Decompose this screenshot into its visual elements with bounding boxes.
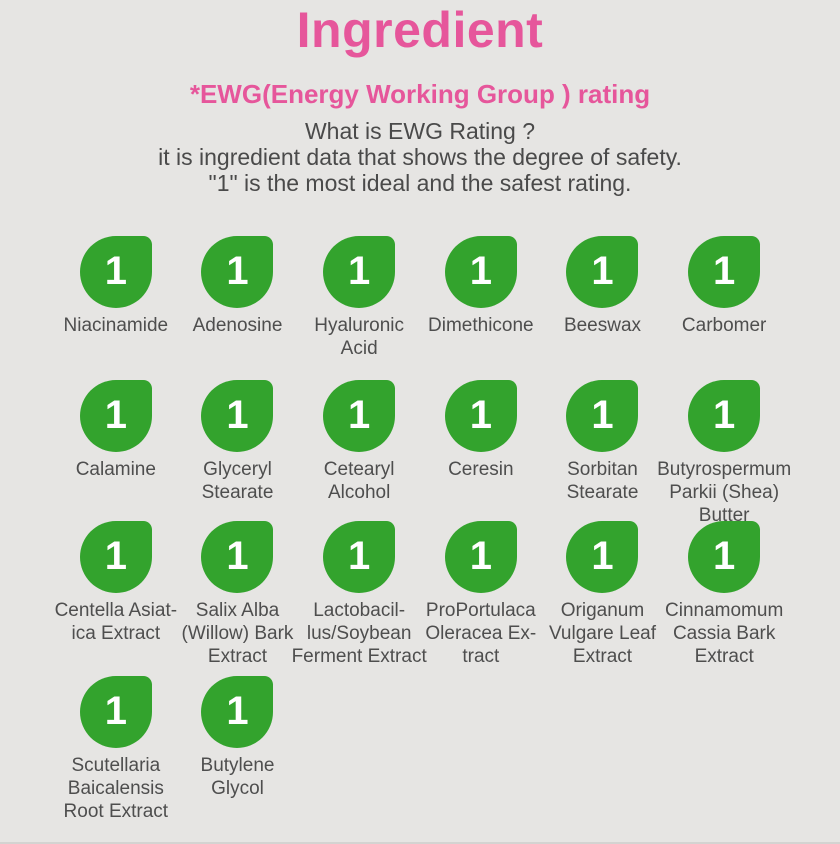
ewg-rating-drop-icon: 1 — [688, 380, 761, 452]
ingredient-item: 1 Carbomer — [663, 236, 785, 380]
ewg-rating-drop-icon: 1 — [323, 236, 396, 308]
ewg-rating-value: 1 — [713, 249, 736, 293]
ingredient-name: Scutellaria Baicalensis Root Extract — [63, 755, 169, 822]
ewg-rating-value: 1 — [469, 393, 492, 437]
ewg-rating-value: 1 — [348, 534, 371, 578]
ewg-rating-drop-icon: 1 — [444, 236, 517, 308]
ingredient-item: 1 Butyrospermum Parkii (Shea) Butter — [657, 380, 791, 526]
ingredient-item: 1 Butylene Glycol — [177, 676, 299, 823]
ewg-rating-drop-icon: 1 — [79, 676, 152, 748]
ewg-rating-value: 1 — [226, 393, 249, 437]
ewg-rating-drop-icon: 1 — [201, 676, 274, 748]
ewg-rating-value: 1 — [469, 249, 492, 293]
ewg-rating-drop-icon: 1 — [79, 521, 152, 593]
ingredient-item: 1 Centella Asiat- ica Extract — [55, 521, 177, 676]
ewg-rating-value: 1 — [104, 689, 127, 733]
ingredient-name: Sorbitan Stearate — [566, 459, 639, 503]
ingredient-name: Dimethicone — [428, 315, 534, 336]
ingredient-name: Lactobacil- lus/Soybean Ferment Extract — [291, 600, 427, 667]
ewg-description-line-3: "1" is the most ideal and the safest rat… — [208, 170, 632, 196]
ewg-rating-drop-icon: 1 — [688, 236, 761, 308]
ingredient-item: 1 Ceresin — [420, 380, 542, 521]
ewg-rating-value: 1 — [713, 393, 736, 437]
ingredient-name: Centella Asiat- ica Extract — [54, 600, 178, 644]
ewg-rating-value: 1 — [104, 393, 127, 437]
ewg-rating-value: 1 — [226, 534, 249, 578]
ingredient-name: Butyrospermum Parkii (Shea) Butter — [657, 459, 792, 526]
ewg-description: What is EWG Rating ? it is ingredient da… — [0, 118, 840, 196]
ingredient-item: 1 Niacinamide — [55, 236, 177, 380]
ingredient-name: Cinnamomum Cassia Bark Extract — [665, 600, 784, 667]
ewg-rating-drop-icon: 1 — [444, 380, 517, 452]
ingredient-name: Salix Alba (Willow) Bark Extract — [181, 600, 294, 667]
ingredient-item: 1 Sorbitan Stearate — [542, 380, 664, 521]
ingredient-name: Butylene Glycol — [200, 755, 275, 799]
ingredient-item: 1 Lactobacil- lus/Soybean Ferment Extrac… — [292, 521, 427, 676]
ingredient-grid: 1 Niacinamide 1 Adenosine 1 Hyaluronic A… — [55, 236, 791, 823]
ewg-rating-value: 1 — [226, 689, 249, 733]
ingredient-name: Beeswax — [563, 315, 642, 336]
ewg-rating-drop-icon: 1 — [323, 380, 396, 452]
ewg-rating-value: 1 — [104, 534, 127, 578]
ewg-rating-value: 1 — [591, 534, 614, 578]
ingredient-name: Niacinamide — [63, 315, 169, 336]
ewg-rating-drop-icon: 1 — [201, 236, 274, 308]
ewg-rating-value: 1 — [104, 249, 127, 293]
ingredient-item: 1 Scutellaria Baicalensis Root Extract — [55, 676, 177, 823]
ingredient-name: Glyceryl Stearate — [201, 459, 274, 503]
ewg-rating-drop-icon: 1 — [566, 380, 639, 452]
ewg-rating-value: 1 — [713, 534, 736, 578]
ingredient-item: 1 Cetearyl Alcohol — [298, 380, 420, 521]
ewg-rating-value: 1 — [348, 393, 371, 437]
ingredient-item: 1 ProPortulaca Oleracea Ex- tract — [420, 521, 542, 676]
ingredient-item: 1 Calamine — [55, 380, 177, 521]
ewg-rating-value: 1 — [591, 393, 614, 437]
ingredient-name: Carbomer — [681, 315, 767, 336]
ingredient-item: 1 Dimethicone — [420, 236, 542, 380]
ingredient-name: Adenosine — [192, 315, 283, 336]
ingredient-name: Cetearyl Alcohol — [323, 459, 395, 503]
ewg-rating-drop-icon: 1 — [444, 521, 517, 593]
ingredient-item: 1 Adenosine — [177, 236, 299, 380]
ewg-rating-drop-icon: 1 — [79, 236, 152, 308]
ingredient-item: 1 Hyaluronic Acid — [298, 236, 420, 380]
ingredient-name: Origanum Vulgare Leaf Extract — [548, 600, 657, 667]
ewg-rating-subtitle: *EWG(Energy Working Group ) rating — [189, 79, 651, 109]
ewg-rating-drop-icon: 1 — [201, 521, 274, 593]
ingredient-item: 1 Origanum Vulgare Leaf Extract — [542, 521, 664, 676]
ewg-rating-drop-icon: 1 — [323, 521, 396, 593]
ewg-rating-drop-icon: 1 — [566, 236, 639, 308]
page-title: Ingredient — [296, 2, 544, 58]
ewg-rating-value: 1 — [348, 249, 371, 293]
ingredient-item: 1 Salix Alba (Willow) Bark Extract — [177, 521, 299, 676]
ingredient-item: 1 Beeswax — [542, 236, 664, 380]
ingredient-name: Hyaluronic Acid — [314, 315, 405, 359]
header: Ingredient *EWG(Energy Working Group ) r… — [0, 4, 840, 196]
ingredient-item: 1 Glyceryl Stearate — [177, 380, 299, 521]
ewg-rating-value: 1 — [469, 534, 492, 578]
ewg-rating-drop-icon: 1 — [79, 380, 152, 452]
ingredient-infographic: Ingredient *EWG(Energy Working Group ) r… — [0, 4, 840, 844]
ewg-rating-drop-icon: 1 — [688, 521, 761, 593]
ingredient-name: Ceresin — [448, 459, 514, 480]
ewg-rating-drop-icon: 1 — [201, 380, 274, 452]
ewg-rating-value: 1 — [226, 249, 249, 293]
ewg-rating-drop-icon: 1 — [566, 521, 639, 593]
ingredient-name: Calamine — [75, 459, 156, 480]
ingredient-name: ProPortulaca Oleracea Ex- tract — [425, 600, 537, 667]
ingredient-item: 1 Cinnamomum Cassia Bark Extract — [663, 521, 785, 676]
ewg-description-line-2: it is ingredient data that shows the deg… — [158, 144, 682, 170]
ewg-rating-value: 1 — [591, 249, 614, 293]
ewg-description-line-1: What is EWG Rating ? — [304, 118, 536, 144]
